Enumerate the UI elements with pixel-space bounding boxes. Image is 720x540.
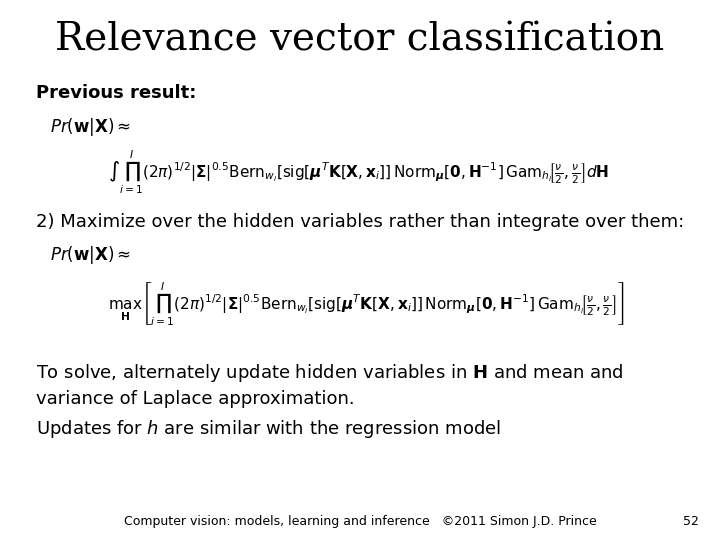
Text: To solve, alternately update hidden variables in $\mathbf{H}$ and mean and: To solve, alternately update hidden vari… bbox=[36, 362, 624, 384]
Text: $\underset{\mathbf{H}}{\max}\left[\prod_{i=1}^{I}(2\pi)^{1/2}|\boldsymbol{\Sigma: $\underset{\mathbf{H}}{\max}\left[\prod_… bbox=[108, 281, 625, 328]
Text: Updates for $h$ are similar with the regression model: Updates for $h$ are similar with the reg… bbox=[36, 418, 501, 440]
Text: Computer vision: models, learning and inference   ©2011 Simon J.D. Prince: Computer vision: models, learning and in… bbox=[124, 515, 596, 528]
Text: $\int\prod_{i=1}^{I}(2\pi)^{1/2}|\boldsymbol{\Sigma}|^{0.5}\mathrm{Bern}_{w_i}[\: $\int\prod_{i=1}^{I}(2\pi)^{1/2}|\boldsy… bbox=[108, 148, 609, 196]
Text: Relevance vector classification: Relevance vector classification bbox=[55, 22, 665, 59]
Text: $Pr(\mathbf{w}|\mathbf{X}) \approx$: $Pr(\mathbf{w}|\mathbf{X}) \approx$ bbox=[50, 116, 132, 138]
Text: Previous result:: Previous result: bbox=[36, 84, 197, 102]
Text: 2) Maximize over the hidden variables rather than integrate over them:: 2) Maximize over the hidden variables ra… bbox=[36, 213, 684, 231]
Text: $Pr(\mathbf{w}|\mathbf{X}) \approx$: $Pr(\mathbf{w}|\mathbf{X}) \approx$ bbox=[50, 244, 132, 266]
Text: 52: 52 bbox=[683, 515, 698, 528]
Text: variance of Laplace approximation.: variance of Laplace approximation. bbox=[36, 390, 355, 408]
